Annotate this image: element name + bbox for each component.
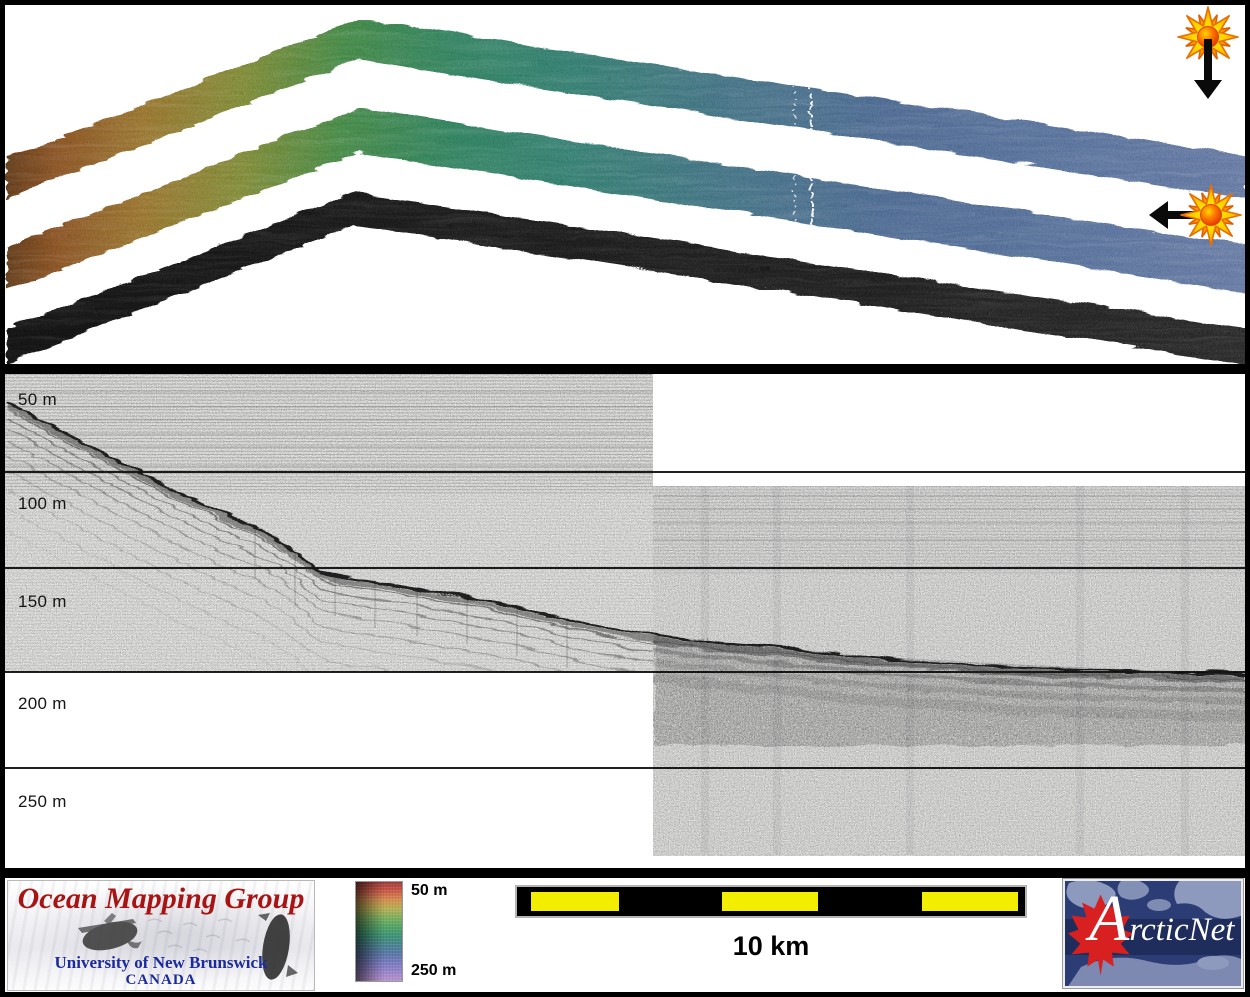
- swath-bathymetry-panel: [5, 5, 1245, 364]
- swath-bathymetry-graphic: [5, 5, 1245, 363]
- arcticnet-map-artwork: [1065, 881, 1241, 986]
- vessel-silhouette-icon: [258, 913, 298, 980]
- maple-leaf-icon: [1068, 894, 1134, 976]
- omg-country-line: CANADA: [125, 972, 197, 988]
- map-scale: 10 km: [517, 887, 1025, 967]
- depth-label-50m: 50 m: [18, 390, 57, 409]
- sun-arrow-left-icon: [1149, 182, 1244, 248]
- ocean-mapping-group-logo: Ocean Mapping Group University of New Br…: [7, 880, 315, 991]
- arcticnet-initial: A: [1089, 882, 1130, 955]
- arcticnet-logo: ArcticNet: [1062, 878, 1244, 989]
- colorbar-hillshade: [356, 882, 402, 981]
- depth-colorbar: [355, 881, 403, 982]
- scale-bar-label: 10 km: [732, 931, 810, 961]
- arcticnet-rest: rcticNet: [1129, 912, 1235, 948]
- omg-title: Ocean Mapping Group: [17, 882, 305, 915]
- scale-bar: [517, 887, 1025, 916]
- vessel-silhouette-icon: [78, 913, 142, 951]
- scale-bar-segment: [722, 892, 818, 911]
- depth-label-200m: 200 m: [18, 694, 67, 713]
- depth-label-150m: 150 m: [18, 592, 67, 611]
- subbottom-profile-panel: 50 m 100 m 150 m 200 m 250 m: [5, 364, 1245, 878]
- omg-logo-artwork: [78, 913, 298, 980]
- scale-bar-segment: [531, 892, 619, 911]
- colorbar-min-label: 50 m: [411, 882, 448, 899]
- arcticnet-wordmark: ArcticNet: [1089, 886, 1235, 952]
- sun-arrow-down-icon: [1175, 5, 1241, 99]
- colorbar-max-label: 250 m: [411, 962, 457, 979]
- depth-label-250m: 250 m: [18, 792, 67, 811]
- footer-legend-strip: Ocean Mapping Group University of New Br…: [5, 878, 1245, 992]
- scale-bar-segment: [922, 892, 1018, 911]
- omg-university-line: University of New Brunswick: [54, 953, 268, 972]
- seismic-section-graphic: [5, 374, 1245, 868]
- depth-label-100m: 100 m: [18, 494, 67, 513]
